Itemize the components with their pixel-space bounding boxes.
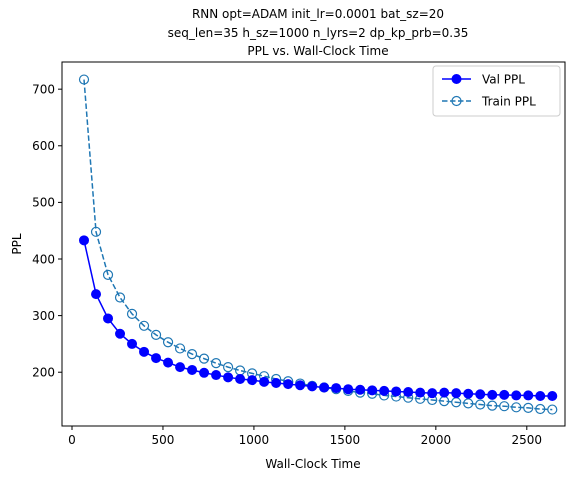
data-point	[114, 292, 126, 303]
x-axis-label: Wall-Clock Time	[265, 457, 360, 471]
legend-val-label: Val PPL	[482, 73, 525, 87]
x-tick-label: 2000	[421, 433, 452, 447]
data-point	[535, 391, 546, 401]
legend-train-label: Train PPL	[481, 95, 536, 109]
data-point	[259, 376, 270, 387]
data-point	[78, 74, 90, 85]
data-point	[439, 387, 450, 398]
data-point	[174, 343, 186, 354]
data-point	[186, 349, 198, 360]
chart-title: RNN opt=ADAM init_lr=0.0001 bat_sz=20 se…	[168, 7, 469, 58]
data-point	[175, 362, 186, 373]
data-point	[331, 383, 342, 394]
data-point	[211, 370, 222, 381]
data-point	[487, 400, 498, 411]
data-point	[547, 391, 558, 401]
data-point	[391, 386, 402, 397]
data-point	[115, 328, 126, 339]
y-tick-label: 700	[32, 82, 55, 96]
data-point	[499, 401, 510, 412]
data-point	[355, 384, 366, 395]
y-tick-label: 200	[32, 366, 55, 380]
data-point	[139, 346, 150, 357]
data-point	[547, 404, 558, 415]
y-tick-label: 300	[32, 309, 55, 323]
plot-frame	[61, 61, 566, 427]
data-point	[102, 269, 114, 280]
x-tick-label: 1000	[239, 433, 270, 447]
data-point	[523, 402, 534, 413]
x-tick-label: 500	[152, 433, 175, 447]
legend: Val PPL Train PPL	[432, 65, 561, 117]
title-line-2: seq_len=35 h_sz=1000 n_lyrs=2 dp_kp_prb=…	[168, 26, 469, 40]
data-point	[126, 308, 138, 320]
data-point	[235, 374, 246, 385]
data-point	[487, 389, 498, 400]
series-train-ppl	[78, 74, 558, 415]
data-point	[463, 388, 474, 399]
title-line-3: PPL vs. Wall-Clock Time	[247, 44, 388, 58]
data-point	[463, 398, 474, 409]
legend-train-marker	[451, 95, 462, 107]
data-point	[295, 380, 306, 391]
data-point	[150, 329, 162, 340]
y-tick-label: 500	[32, 196, 55, 210]
data-point	[222, 362, 234, 373]
legend-val-marker	[451, 74, 462, 84]
data-point	[210, 358, 222, 369]
series-layer	[78, 74, 558, 415]
data-point	[103, 313, 114, 324]
data-point	[523, 390, 534, 401]
series-val-ppl	[79, 235, 558, 401]
data-point	[343, 384, 354, 395]
y-tick-label: 600	[32, 139, 55, 153]
data-point	[511, 390, 522, 401]
data-point	[90, 226, 102, 237]
y-axis-label: PPL	[10, 233, 24, 254]
data-point	[79, 235, 90, 246]
data-point	[91, 289, 102, 300]
data-point	[127, 338, 138, 349]
data-point	[151, 353, 162, 364]
data-point	[403, 387, 414, 398]
data-point	[415, 387, 426, 398]
data-point	[427, 388, 438, 399]
data-point	[475, 389, 486, 400]
data-point	[271, 377, 282, 388]
data-point	[223, 372, 234, 383]
data-point	[198, 353, 210, 364]
data-point	[247, 375, 258, 386]
data-point	[511, 402, 522, 413]
data-point	[307, 381, 318, 392]
series-line	[83, 79, 553, 411]
data-point	[138, 320, 150, 331]
x-tick-label: 1500	[330, 433, 361, 447]
x-tick-label: 0	[68, 433, 76, 447]
data-point	[199, 367, 210, 378]
data-point	[499, 389, 510, 400]
data-point	[163, 357, 174, 368]
data-point	[379, 385, 390, 396]
data-point	[187, 364, 198, 375]
y-tick-label: 400	[32, 252, 55, 266]
data-point	[451, 388, 462, 399]
title-line-1: RNN opt=ADAM init_lr=0.0001 bat_sz=20	[192, 7, 444, 21]
data-point	[535, 403, 546, 415]
data-point	[283, 379, 294, 390]
data-point	[162, 337, 174, 348]
data-point	[475, 399, 486, 410]
x-tick-label: 2500	[512, 433, 543, 447]
axis-ticks: 0 500 1000 1500 2000 2500 200 300 400 500 600 700	[32, 82, 542, 447]
series-line	[83, 240, 553, 397]
data-point	[319, 382, 330, 393]
data-point	[367, 385, 378, 396]
